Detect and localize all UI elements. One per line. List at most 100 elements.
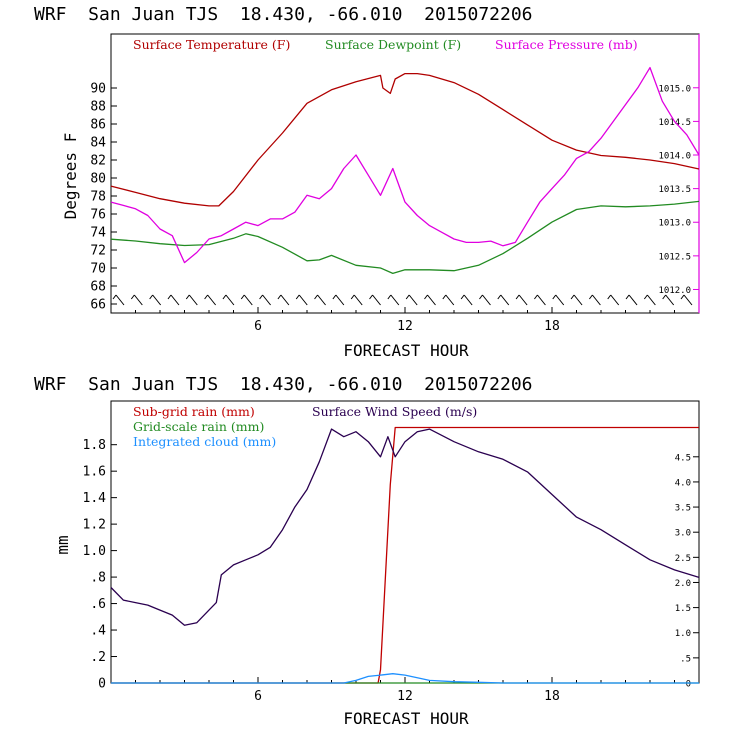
left-tick-label: 82 bbox=[90, 154, 106, 169]
wind-barb-flag bbox=[314, 294, 318, 300]
wind-barb-flag bbox=[625, 294, 630, 300]
wind-barb-flag bbox=[497, 294, 502, 300]
left-tick-label: 1.6 bbox=[83, 465, 106, 480]
right-tick-label: 4.0 bbox=[675, 478, 691, 488]
top-chart-plot-area: 66 68 70 72 74 76 78 80 82 84 86 88 90 1012.0 1012.5 10… bbox=[90, 33, 700, 334]
bottom-chart-xlabel: FORECAST HOUR bbox=[343, 709, 469, 728]
x-tick-label: 6 bbox=[254, 689, 262, 704]
wind-barb bbox=[372, 294, 381, 306]
temperature-panel: WRF San Juan TJS 18.430, -66.010 2015072… bbox=[34, 4, 700, 360]
bottom-chart-ylabel: mm bbox=[53, 535, 72, 554]
left-tick-label: 72 bbox=[90, 244, 106, 259]
wind-barb-flag bbox=[643, 294, 648, 300]
wind-barb bbox=[335, 294, 345, 306]
left-tick-label: 68 bbox=[90, 280, 106, 295]
dewpoint-line bbox=[110, 200, 700, 275]
wind-barb-flag bbox=[332, 294, 337, 300]
legend-dewpoint: Surface Dewpoint (F) bbox=[325, 37, 461, 52]
left-tick-label: 66 bbox=[90, 298, 106, 313]
wind-barb bbox=[665, 294, 675, 306]
wind-barb bbox=[225, 294, 235, 306]
legend-integrated-cloud: Integrated cloud (mm) bbox=[133, 434, 276, 449]
wind-barb-flag bbox=[295, 294, 300, 300]
left-tick-label: 76 bbox=[90, 208, 106, 223]
wind-speed-line bbox=[110, 428, 700, 626]
right-tick-label: 3.5 bbox=[675, 504, 691, 514]
wind-barb bbox=[683, 294, 693, 306]
wind-barb-flag bbox=[460, 294, 465, 300]
x-tick-label: 18 bbox=[544, 689, 560, 704]
right-tick-label: 1012.0 bbox=[658, 286, 691, 296]
wind-barb-flag bbox=[240, 294, 245, 300]
wind-barb bbox=[353, 294, 363, 306]
wind-barb bbox=[445, 294, 455, 306]
right-tick-label: 3.0 bbox=[675, 529, 691, 539]
wind-barb-flag bbox=[350, 294, 355, 300]
right-tick-label: 1014.5 bbox=[658, 118, 691, 128]
wind-barb bbox=[463, 294, 473, 306]
wind-barb-flag bbox=[662, 294, 667, 300]
right-tick-label: 1012.5 bbox=[658, 252, 691, 262]
pressure-line bbox=[110, 66, 700, 264]
wind-barb bbox=[646, 294, 656, 306]
wind-barb bbox=[170, 294, 180, 306]
right-tick-label: 1.5 bbox=[675, 604, 691, 614]
wind-barb-flag bbox=[369, 294, 373, 300]
right-tick-label: 1013.0 bbox=[658, 219, 691, 229]
wind-barb-flag bbox=[588, 294, 593, 300]
wind-barb-flag bbox=[680, 294, 685, 300]
wind-barb-flag bbox=[277, 294, 282, 300]
right-tick-label: 0 bbox=[686, 680, 691, 690]
left-tick-label: 0 bbox=[98, 677, 106, 692]
left-tick-label: .2 bbox=[90, 650, 106, 665]
right-tick-label: 1015.0 bbox=[658, 84, 691, 94]
wind-barb-flag bbox=[607, 294, 612, 300]
wind-barb bbox=[152, 294, 162, 306]
wind-barb-flag bbox=[552, 294, 557, 300]
wind-barb bbox=[298, 294, 308, 306]
wind-barb bbox=[555, 294, 565, 306]
left-tick-label: 1.8 bbox=[83, 438, 106, 453]
left-tick-label: 78 bbox=[90, 190, 106, 205]
x-tick-label: 12 bbox=[397, 689, 413, 704]
right-tick-label: 1013.5 bbox=[658, 185, 691, 195]
wind-barb-flag bbox=[515, 294, 520, 300]
legend-pressure: Surface Pressure (mb) bbox=[495, 37, 638, 52]
left-tick-label: 90 bbox=[90, 82, 106, 97]
wind-barb-flag bbox=[149, 294, 154, 300]
wind-barb bbox=[408, 294, 418, 306]
wind-barb-flag bbox=[479, 294, 483, 300]
wind-barb bbox=[188, 294, 198, 306]
wind-barb bbox=[591, 294, 601, 306]
right-tick-label: 2.5 bbox=[675, 554, 691, 564]
wind-barb bbox=[115, 294, 125, 306]
wind-barb bbox=[133, 294, 143, 306]
left-tick-label: 1.4 bbox=[83, 491, 107, 506]
wind-barb-flag bbox=[204, 294, 209, 300]
wind-barb-flag bbox=[570, 294, 575, 300]
wind-barb-flag bbox=[259, 294, 263, 300]
wind-barb bbox=[280, 294, 290, 306]
left-tick-label: .4 bbox=[90, 624, 106, 639]
wind-barb bbox=[427, 294, 436, 306]
wind-barb-flag bbox=[534, 294, 538, 300]
left-tick-label: .8 bbox=[90, 571, 106, 586]
right-tick-label: 1014.0 bbox=[658, 152, 691, 162]
x-tick-label: 6 bbox=[254, 319, 262, 334]
left-tick-label: 84 bbox=[90, 136, 106, 151]
wind-barb-flag bbox=[185, 294, 190, 300]
legend-gridscale-rain: Grid-scale rain (mm) bbox=[133, 419, 264, 434]
right-tick-label: 2.0 bbox=[675, 579, 691, 589]
precipitation-panel: WRF San Juan TJS 18.430, -66.010 2015072… bbox=[34, 374, 700, 728]
wind-barb-flag bbox=[112, 294, 117, 300]
right-tick-label: .5 bbox=[680, 654, 691, 664]
right-tick-label: 1.0 bbox=[675, 629, 691, 639]
wind-barb bbox=[317, 294, 326, 306]
wind-barb bbox=[262, 294, 271, 306]
left-tick-label: 1.0 bbox=[83, 544, 106, 559]
wind-barb bbox=[390, 294, 400, 306]
wind-barb bbox=[628, 294, 638, 306]
left-tick-label: 80 bbox=[90, 172, 106, 187]
wind-barb bbox=[573, 294, 583, 306]
bottom-chart-plot-area: 0 .2 .4 .6 .8 1.0 1.2 1.4 1.6 1.8 0 .5 1.0 1.5 2.0 2.5 3… bbox=[83, 400, 700, 704]
